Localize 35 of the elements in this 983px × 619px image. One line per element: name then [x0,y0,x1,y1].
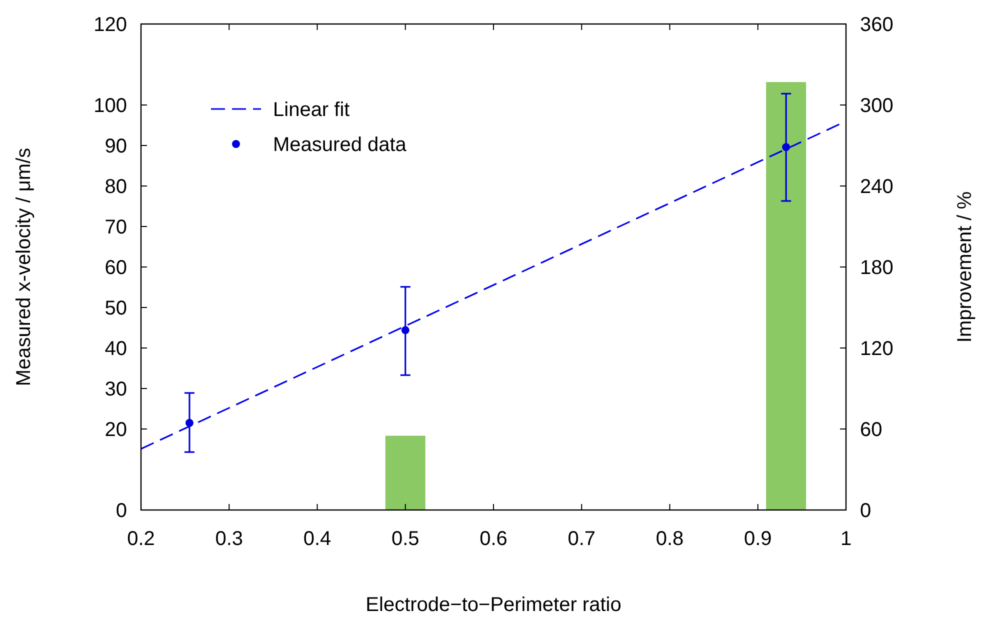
y-tick-label: 120 [94,14,127,36]
y2-tick-label: 360 [860,14,894,36]
x-tick-label: 0.5 [391,528,420,550]
y-tick-label: 30 [104,378,127,400]
x-tick-label: 0.6 [480,528,508,550]
y-tick-label: 50 [104,298,127,320]
y2-axis-title: Improvement / % [954,191,976,343]
y-axis-title: Measured x-velocity / μm/s [13,148,35,386]
x-tick-label: 0.7 [568,528,596,550]
x-tick-label: 0.2 [127,528,155,550]
y-tick-label: 60 [104,257,127,279]
y-tick-label: 40 [104,338,127,360]
x-tick-label: 0.8 [656,528,684,550]
point [401,326,410,334]
y-tick-label: 20 [104,419,127,441]
y2-tick-label: 300 [860,95,894,117]
y-tick-label: 70 [104,216,127,238]
y2-tick-label: 180 [860,257,894,279]
legend-label: Measured data [273,134,408,156]
y-tick-label: 100 [94,95,127,117]
y2-tick-label: 0 [860,500,872,522]
y2-tick-label: 120 [860,338,894,360]
y-tick-label: 90 [104,136,127,158]
x-tick-label: 0.9 [744,528,772,550]
x-axis-title: Electrode−to−Perimeter ratio [366,594,622,616]
x-tick-label: 1 [840,528,852,550]
x-tick-label: 0.3 [215,528,244,550]
legend-label: Linear fit [273,99,350,121]
x-tick-label: 0.4 [303,528,332,550]
y-tick-label: 0 [116,500,127,522]
point [782,143,790,152]
y2-tick-label: 60 [860,419,882,441]
y-tick-label: 80 [104,176,127,198]
point [185,418,194,427]
y2-tick-label: 240 [860,176,894,198]
